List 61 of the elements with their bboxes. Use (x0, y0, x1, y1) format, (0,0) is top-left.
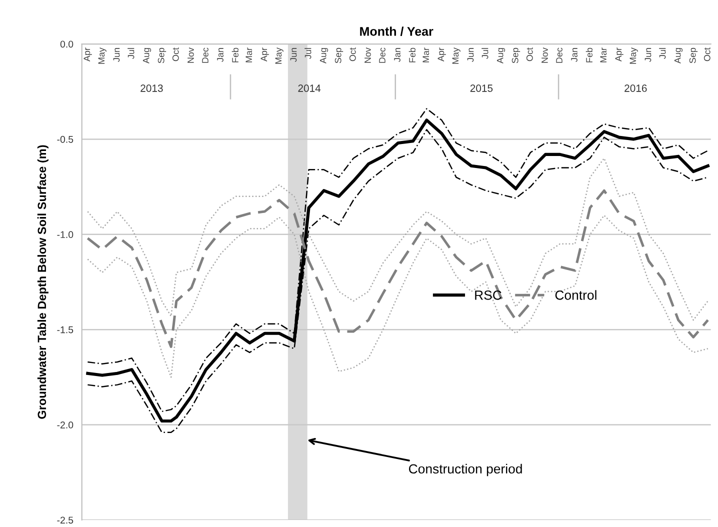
y-tick-label: -2.5 (57, 516, 74, 524)
x-tick-label: Dec (379, 48, 386, 63)
x-tick-label: Feb (586, 48, 592, 62)
x-tick-label: Jun (467, 48, 474, 62)
x2-tick-label: 2013 (140, 84, 163, 92)
y-tick-label: -0.5 (57, 136, 74, 143)
x-tick-label: Feb (232, 48, 238, 62)
x-tick-label: May (452, 47, 460, 64)
x-tick-label: Mar (422, 48, 430, 62)
legend-label: RSC (475, 290, 502, 300)
line-series (87, 158, 709, 321)
x-tick-label: Aug (320, 48, 328, 64)
x-tick-label: Jul (128, 48, 134, 59)
x-tick-label: Jun (644, 48, 652, 62)
x-tick-label: Dec (556, 48, 562, 63)
y-axis-title: Groundwater Table Depth Below Soil Surface (m) (37, 145, 48, 419)
x2-tick-label: 2015 (470, 84, 493, 92)
x-tick-label: Aug (674, 48, 683, 64)
x2-tick-label: 2014 (298, 84, 321, 92)
x-tick-label: Apr (84, 48, 92, 62)
x-tick-label: Oct (349, 48, 356, 62)
x-tick-label: Mar (600, 48, 607, 62)
x-tick-label: Jun (290, 48, 297, 62)
x-tick-label: Oct (526, 48, 533, 62)
x-tick-label: Jun (113, 48, 120, 62)
x-tick-label: Aug (142, 48, 152, 64)
x-tick-label: May (630, 47, 638, 64)
y-tick-label: -1.0 (57, 231, 74, 238)
line-series (86, 189, 710, 348)
x-tick-label: Aug (496, 48, 506, 64)
x-tick-label: Jan (394, 48, 400, 62)
x-tick-label: Sep (689, 48, 698, 64)
x-tick-label: Jul (482, 48, 488, 59)
line-series (87, 214, 709, 378)
x-tick-label: Feb (408, 48, 416, 62)
x-axis-title: Month / Year (360, 26, 434, 36)
legend-label: Control (555, 290, 596, 300)
band-label: Construction period (408, 464, 522, 476)
x-tick-label: Sep (512, 48, 520, 64)
x-tick-label: Jan (217, 48, 224, 62)
x-tick-label: Nov (364, 48, 371, 63)
x-tick-label: Oct (172, 48, 179, 62)
x-tick-label: Nov (188, 48, 194, 63)
x-tick-label: May (98, 47, 106, 64)
x-tick-label: Jul (304, 48, 312, 59)
x-tick-label: Apr (438, 48, 446, 62)
y-tick-label: 0.0 (60, 40, 74, 48)
x-tick-label: Apr (260, 48, 269, 62)
x-tick-label: Apr (615, 48, 624, 62)
x-tick-label: May (275, 47, 284, 64)
x-tick-label: Nov (542, 48, 548, 63)
x-tick-label: Sep (334, 48, 344, 64)
x-tick-label: Jan (571, 48, 578, 62)
x2-tick-label: 2016 (624, 84, 647, 92)
x-tick-label: Dec (202, 48, 208, 63)
x-tick-label: Mar (246, 48, 252, 62)
x-tick-label: Sep (158, 48, 166, 64)
y-tick-label: -1.5 (57, 326, 74, 334)
x-tick-label: Oct (704, 48, 710, 62)
x-tick-label: Jul (659, 48, 666, 59)
y-tick-label: -2.0 (57, 422, 74, 428)
